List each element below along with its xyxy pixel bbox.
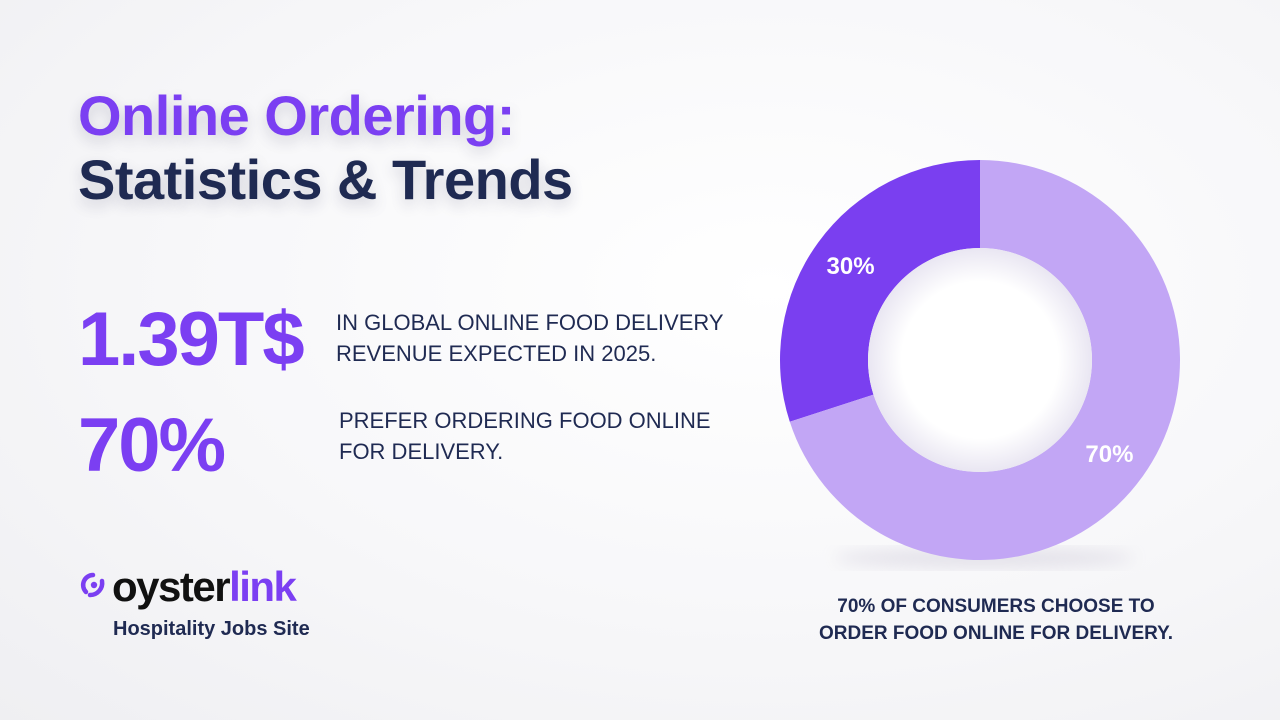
donut-slice-0 <box>780 160 980 422</box>
donut-chart-svg: 30% 70% <box>780 160 1180 567</box>
brand-word-part-2: link <box>229 563 297 610</box>
chart-slice-labels: 30% 70% <box>827 253 1134 468</box>
donut-slice-label-1: 70% <box>1085 441 1133 468</box>
brand-wordmark: oysterlink <box>112 562 297 612</box>
oyster-link-mark-icon <box>80 572 105 598</box>
chart-caption-line-2: ORDER FOOD ONLINE FOR DELIVERY. <box>819 623 1173 644</box>
chart-caption: 70% OF CONSUMERS CHOOSE TO ORDER FOOD ON… <box>786 593 1206 647</box>
stat-preference-desc-line-1: PREFER ORDERING FOOD ONLINE <box>339 408 711 433</box>
chart-caption-line-1: 70% OF CONSUMERS CHOOSE TO <box>837 596 1155 617</box>
stat-revenue-desc-line-2: REVENUE EXPECTED IN 2025. <box>336 341 657 366</box>
chart-slices <box>780 160 1180 560</box>
stat-revenue-desc-line-1: IN GLOBAL ONLINE FOOD DELIVERY <box>336 310 724 335</box>
stat-preference-description: PREFER ORDERING FOOD ONLINE FOR DELIVERY… <box>339 405 769 467</box>
title-line-1: Online Ordering: <box>78 84 515 147</box>
page-title: Online Ordering: Statistics & Trends <box>78 84 573 212</box>
stat-preference-desc-line-2: FOR DELIVERY. <box>339 439 504 464</box>
donut-hole <box>868 248 1092 472</box>
brand-tagline: Hospitality Jobs Site <box>113 618 310 640</box>
title-line-2: Statistics & Trends <box>78 148 573 211</box>
brand-word-part-1: oyster <box>112 563 231 610</box>
brand-logo[interactable]: oysterlink Hospitality Jobs Site <box>78 562 378 652</box>
donut-chart: 30% 70% <box>770 150 1190 580</box>
donut-slice-1 <box>789 160 1180 560</box>
stat-revenue-value: 1.39T$ <box>78 297 305 382</box>
stat-revenue-description: IN GLOBAL ONLINE FOOD DELIVERY REVENUE E… <box>336 307 766 369</box>
donut-slice-label-0: 30% <box>827 253 875 280</box>
stat-preference-value: 70% <box>78 403 226 488</box>
